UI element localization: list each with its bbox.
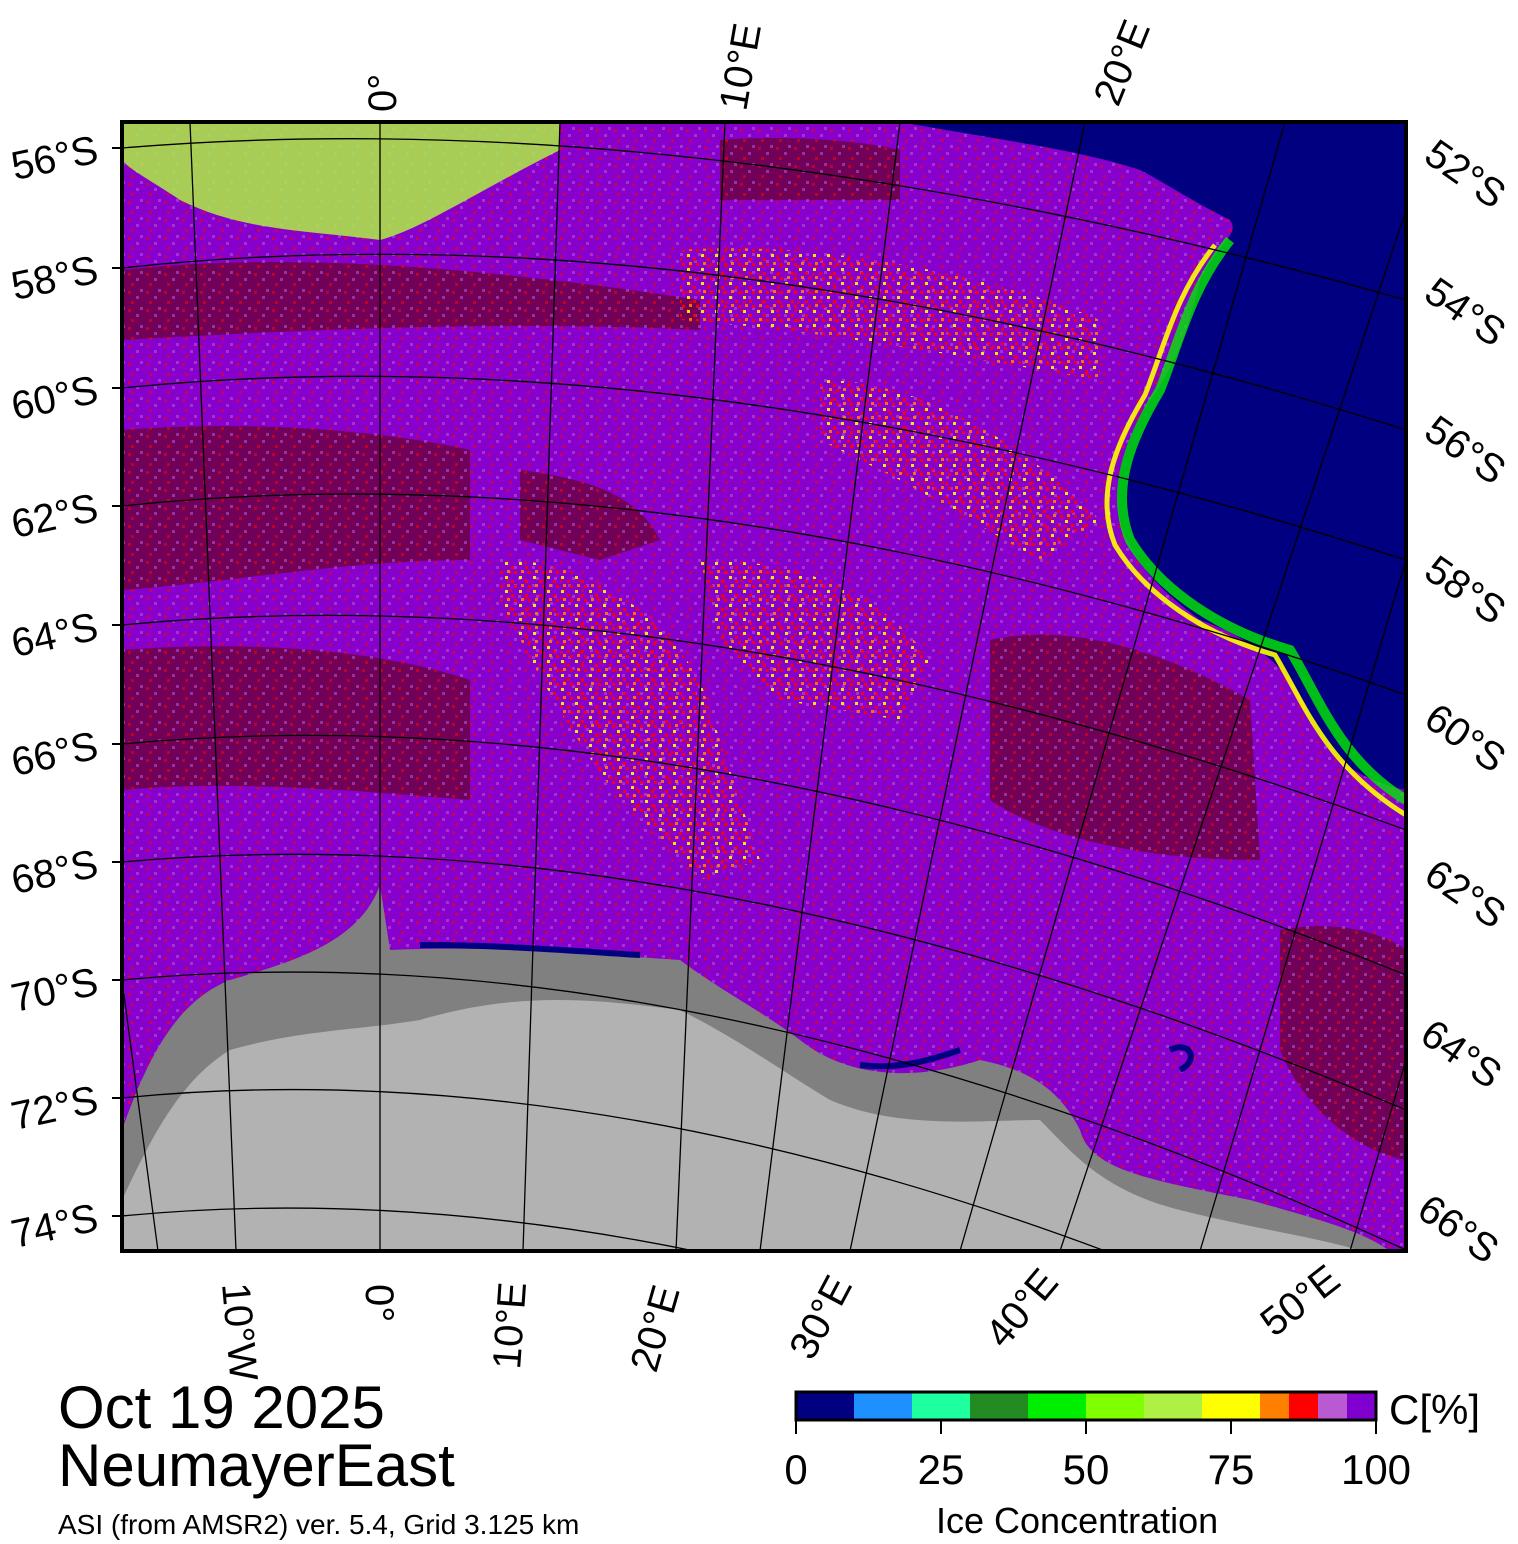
lat-label-54s: 54°S (1417, 269, 1514, 355)
colorbar-bin-10 (1318, 1392, 1347, 1420)
lat-label-60s: 60°S (7, 368, 101, 429)
lon-label-10w: 10°W (213, 1281, 265, 1383)
colorbar (796, 1392, 1376, 1420)
lat-label-66s: 66°S (7, 724, 101, 785)
lat-label-62s: 62°S (7, 486, 101, 547)
lon-label-50e: 50°E (1252, 1257, 1348, 1345)
colorbar-bin-9 (1289, 1392, 1318, 1420)
lon-label-30e: 30°E (781, 1269, 861, 1367)
right-latitude-labels: 52°S 54°S 56°S 58°S 60°S 62°S 64°S 66°S (1410, 131, 1514, 1272)
land-antarctica (122, 1000, 1360, 1251)
coastal-polynya (419, 942, 1194, 1073)
colorbar-tick-50: 50 (1062, 1446, 1110, 1493)
ice-edge-northwest (122, 122, 560, 240)
top-longitude-labels: 0° 10°E 20°E (361, 14, 1159, 113)
ice-edge-east-yellow (1104, 243, 1406, 818)
lat-label-56s-right: 56°S (1417, 407, 1514, 493)
map-frame (120, 120, 1408, 1253)
product-info: ASI (from AMSR2) ver. 5.4, Grid 3.125 km (58, 1509, 580, 1540)
lat-label-70s: 70°S (7, 960, 101, 1021)
ocean-open-water (900, 122, 1406, 790)
colorbar-tick-75: 75 (1207, 1446, 1255, 1493)
graticule (122, 122, 1406, 1251)
lon-label-40e: 40°E (977, 1261, 1067, 1356)
lat-label-58s: 58°S (7, 248, 101, 309)
colorbar-bin-4 (1028, 1392, 1086, 1420)
ice-edge-east (1117, 236, 1406, 805)
colorbar-bin-8 (1260, 1392, 1289, 1420)
colorbar-bin-3 (970, 1392, 1028, 1420)
map-date: Oct 19 2025 (58, 1374, 385, 1441)
lat-label-56s: 56°S (7, 128, 101, 189)
colorbar-bin-2 (912, 1392, 970, 1420)
lat-label-74s: 74°S (7, 1196, 101, 1257)
map-region-name: NeumayerEast (58, 1432, 455, 1499)
lat-label-64s-right: 64°S (1413, 1011, 1510, 1097)
colorbar-tick-100: 100 (1340, 1446, 1412, 1493)
colorbar-tick-0: 0 (784, 1446, 808, 1493)
lat-label-64s: 64°S (7, 605, 101, 666)
lon-label-bottom-20e: 20°E (622, 1281, 688, 1377)
colorbar-bin-11 (1347, 1392, 1376, 1420)
lon-label-bottom-10e: 10°E (485, 1281, 535, 1371)
lat-label-66s-right: 66°S (1410, 1186, 1507, 1272)
colorbar-unit: C[%] (1389, 1386, 1481, 1433)
bottom-longitude-labels: 10°W 0° 10°E 20°E 30°E 40°E 50°E (213, 1257, 1348, 1383)
left-tick-marks (112, 147, 122, 1217)
map-field (122, 122, 1406, 1251)
lon-label-top-10e: 10°E (712, 20, 770, 113)
left-latitude-labels: 56°S 58°S 60°S 62°S 64°S 66°S 68°S 70°S … (7, 128, 101, 1257)
colorbar-bin-7 (1202, 1392, 1260, 1420)
ice-medium-bands (500, 248, 1100, 880)
lat-label-62s-right: 62°S (1417, 851, 1514, 937)
colorbar-ticks (795, 1420, 1377, 1434)
lat-label-58s-right: 58°S (1417, 547, 1514, 633)
lat-label-68s: 68°S (7, 842, 101, 903)
lon-label-bottom-0: 0° (357, 1284, 401, 1322)
colorbar-bin-5 (1086, 1392, 1144, 1420)
lon-label-top-0: 0° (361, 74, 405, 112)
colorbar-bin-6 (1144, 1392, 1202, 1420)
colorbar-bin-0 (796, 1392, 854, 1420)
lat-label-72s: 72°S (7, 1078, 101, 1139)
lon-label-top-20e: 20°E (1086, 14, 1159, 111)
colorbar-tick-25: 25 (917, 1446, 965, 1493)
colorbar-title: Ice Concentration (936, 1500, 1219, 1541)
colorbar-bin-1 (854, 1392, 912, 1420)
lat-label-52s: 52°S (1417, 131, 1514, 217)
lat-label-60s-right: 60°S (1417, 695, 1514, 781)
